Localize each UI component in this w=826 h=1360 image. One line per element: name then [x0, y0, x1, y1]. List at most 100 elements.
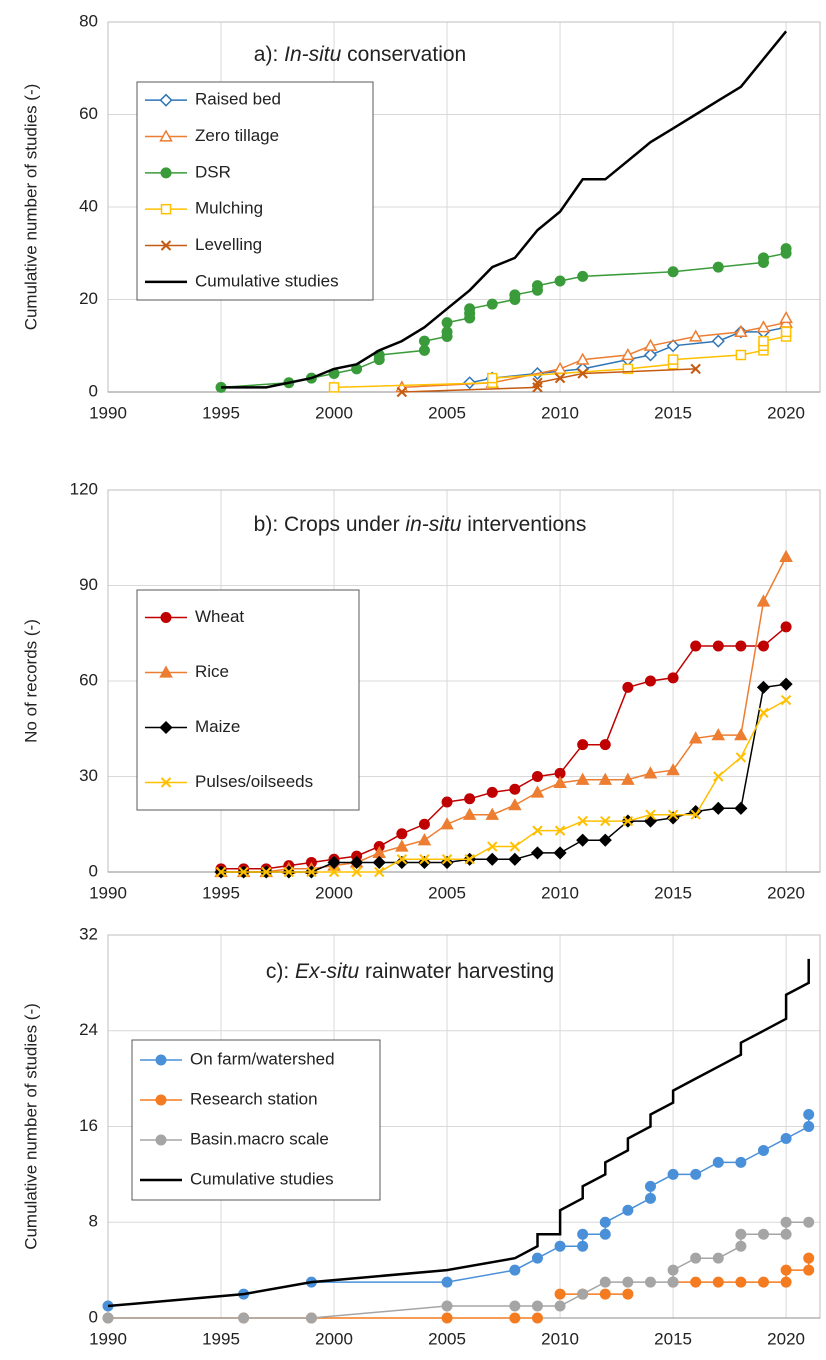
- marker: [531, 1300, 543, 1312]
- y-axis-label: No of records (-): [21, 619, 40, 743]
- marker: [711, 334, 725, 348]
- marker: [486, 786, 498, 798]
- marker: [215, 866, 227, 878]
- marker: [305, 1312, 317, 1324]
- marker: [531, 1312, 543, 1324]
- x-tick-label: 1990: [89, 883, 127, 902]
- series-line: [401, 318, 787, 389]
- marker: [666, 763, 680, 776]
- legend-label: Wheat: [195, 607, 244, 626]
- marker: [532, 377, 543, 388]
- y-tick-label: 32: [79, 924, 98, 943]
- marker: [417, 833, 432, 846]
- marker: [599, 1228, 611, 1240]
- x-tick-label: 2020: [767, 1329, 805, 1348]
- marker: [735, 1276, 747, 1288]
- marker: [577, 1228, 589, 1240]
- title-part: interventions: [461, 513, 586, 536]
- marker: [159, 129, 173, 142]
- marker: [667, 266, 679, 278]
- y-tick-label: 0: [89, 861, 98, 880]
- marker: [487, 841, 498, 852]
- marker: [780, 243, 792, 255]
- marker: [734, 728, 748, 741]
- x-tick-label: 1995: [202, 883, 240, 902]
- legend-box: [136, 81, 374, 301]
- x-tick-label: 2015: [654, 1329, 692, 1348]
- legend-box: [131, 1039, 381, 1201]
- marker: [780, 694, 792, 706]
- marker: [712, 1276, 724, 1288]
- marker: [238, 866, 249, 878]
- marker: [690, 809, 701, 820]
- marker: [160, 777, 172, 788]
- marker: [327, 855, 341, 870]
- marker: [803, 1264, 815, 1276]
- marker: [622, 815, 634, 827]
- marker: [577, 1240, 589, 1252]
- marker: [464, 303, 476, 315]
- marker: [554, 1300, 566, 1312]
- marker: [441, 1312, 453, 1324]
- marker: [667, 672, 679, 684]
- marker: [690, 1168, 702, 1180]
- marker: [155, 1094, 167, 1106]
- legend-label: Zero tillage: [195, 126, 279, 145]
- title-part: rainwater harvesting: [359, 960, 554, 983]
- marker: [643, 348, 658, 362]
- marker: [577, 815, 588, 827]
- marker: [531, 771, 543, 782]
- y-axis-label: Cumulative number of studies (-): [21, 84, 40, 331]
- x-tick-label: 2010: [541, 883, 579, 902]
- marker: [779, 677, 793, 691]
- marker: [102, 1312, 114, 1324]
- marker: [688, 329, 703, 342]
- marker: [622, 1288, 634, 1300]
- marker: [688, 731, 703, 744]
- marker: [396, 828, 408, 840]
- marker: [509, 1300, 521, 1312]
- marker: [622, 1204, 634, 1216]
- marker: [396, 854, 408, 865]
- marker: [441, 1300, 453, 1312]
- marker: [159, 93, 173, 107]
- chart-title: a): In-situ conservation: [254, 43, 466, 66]
- marker: [734, 801, 748, 815]
- y-tick-label: 90: [79, 575, 98, 594]
- chart: 0 30 60 90 120 1990 1995 2000 2005 2010 2015 2020 No…: [21, 479, 821, 902]
- x-tick-label: 2005: [428, 883, 466, 902]
- marker: [155, 1054, 167, 1066]
- marker: [372, 855, 386, 870]
- marker: [712, 1156, 724, 1168]
- marker: [509, 1312, 521, 1324]
- marker: [577, 270, 589, 282]
- marker: [667, 809, 679, 820]
- marker: [508, 852, 522, 866]
- marker: [418, 818, 430, 830]
- x-tick-label: 2010: [541, 1329, 579, 1348]
- legend-label: Mulching: [195, 199, 263, 218]
- marker: [643, 338, 658, 351]
- marker: [509, 841, 521, 852]
- y-tick-label: 24: [79, 1020, 98, 1039]
- legend-label: Basin.macro scale: [190, 1129, 329, 1148]
- marker: [690, 1276, 702, 1288]
- marker: [757, 1276, 769, 1288]
- marker: [160, 612, 172, 623]
- marker: [622, 681, 634, 693]
- y-tick-label: 120: [70, 479, 98, 498]
- marker: [780, 1228, 792, 1240]
- legend-label: Research station: [190, 1089, 318, 1108]
- marker: [306, 866, 317, 878]
- marker: [711, 801, 725, 815]
- marker: [440, 817, 454, 830]
- marker: [532, 825, 543, 836]
- legend-label: DSR: [195, 162, 231, 181]
- marker: [441, 796, 453, 808]
- marker: [238, 1312, 250, 1324]
- marker: [644, 675, 656, 687]
- marker: [644, 1276, 656, 1288]
- chart-title: b): Crops under in-situ interventions: [254, 513, 587, 536]
- y-axis-label: Cumulative number of studies (-): [21, 1003, 40, 1250]
